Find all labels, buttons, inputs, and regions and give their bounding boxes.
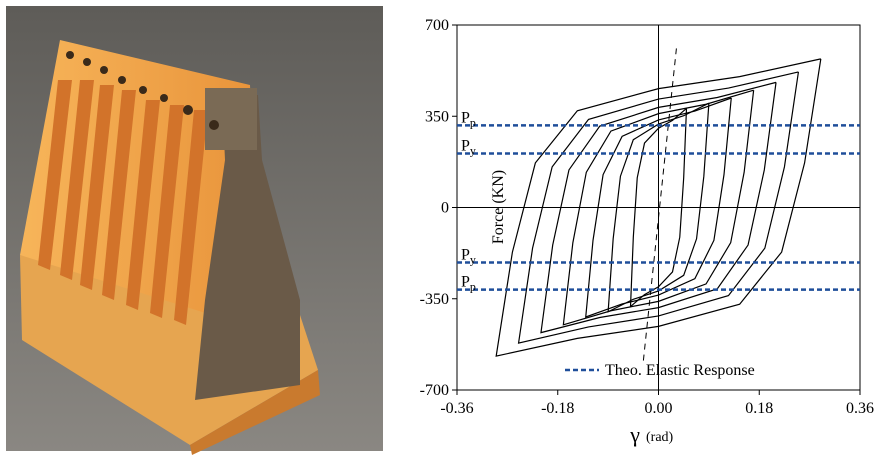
reference-symbol: P — [461, 247, 470, 264]
legend-label: Theo. Elastic Response — [605, 362, 755, 379]
y-tick-label: -350 — [420, 291, 449, 308]
reference-label: Py — [461, 247, 476, 267]
y-tick-label: 0 — [441, 200, 449, 217]
elastic-line — [643, 48, 676, 360]
photo — [6, 6, 383, 455]
reference-subscript: p — [470, 115, 476, 129]
x-tick-label: 0.36 — [846, 400, 874, 417]
figure: Force (KN) γ (rad) 7003500-350-700-0.36-… — [0, 0, 891, 457]
x-tick-label: -0.36 — [440, 400, 473, 417]
x-axis-label: γ — [629, 422, 640, 447]
y-tick-label: -700 — [420, 382, 449, 399]
reference-symbol: P — [461, 138, 470, 155]
x-tick-label: -0.18 — [541, 400, 574, 417]
reference-subscript: y — [470, 253, 476, 267]
reference-symbol: P — [461, 274, 470, 291]
reference-subscript: y — [470, 144, 476, 158]
y-tick-label: 700 — [425, 17, 449, 34]
reference-subscript: p — [470, 280, 476, 294]
reference-symbol: P — [461, 109, 470, 126]
x-tick-label: 0.18 — [745, 400, 773, 417]
y-tick-label: 350 — [425, 108, 449, 125]
reference-label: Py — [461, 138, 476, 158]
x-tick-label: 0.00 — [645, 400, 673, 417]
x-axis-unit: (rad) — [646, 430, 674, 445]
